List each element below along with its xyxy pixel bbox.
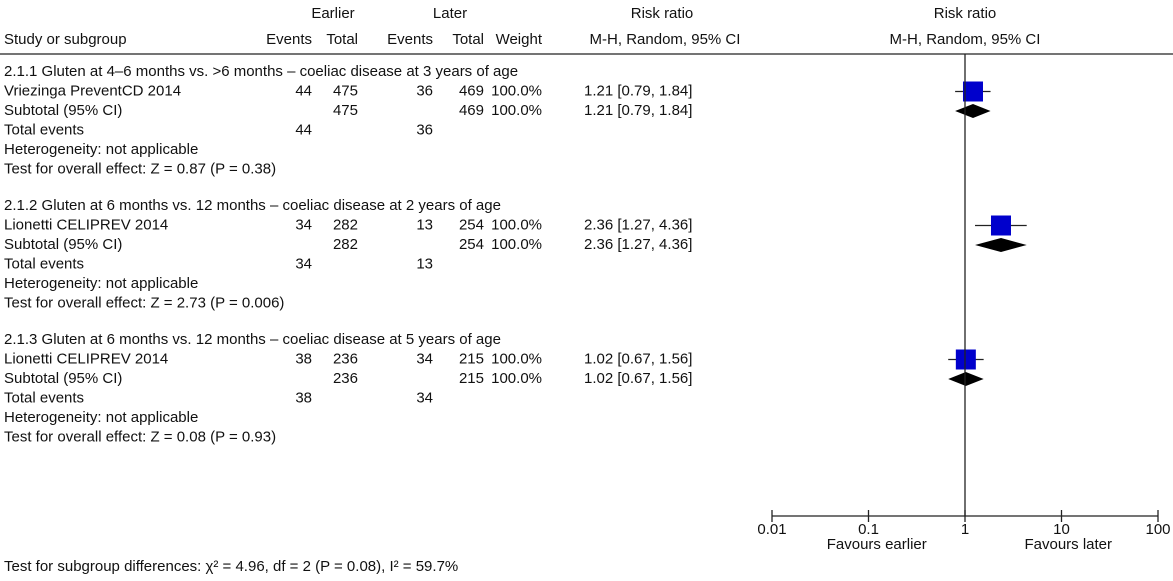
overall-effect: Test for overall effect: Z = 0.87 (P = 0… [4,160,276,177]
heterogeneity: Heterogeneity: not applicable [4,409,198,426]
study-square [955,349,976,370]
column-header: M-H, Random, 95% CI [890,31,1041,48]
total: 254 [459,216,484,233]
ci-label: 1.21 [0.79, 1.84] [584,102,692,119]
subgroup-test: Test for subgroup differences: χ² = 4.96… [4,558,458,575]
heterogeneity: Heterogeneity: not applicable [4,275,198,292]
subgroup-title: 2.1.3 Gluten at 6 months vs. 12 months –… [4,331,501,348]
events: 36 [416,82,433,99]
group-header: Earlier [311,5,354,22]
study-name: Lionetti CELIPREV 2014 [4,350,168,367]
subtotal-name: Subtotal (95% CI) [4,370,122,387]
x-tick-label: 100 [1145,521,1170,538]
study-square [990,215,1011,236]
x-tick-label: 0.01 [757,521,786,538]
weight: 100.0% [491,370,542,387]
events: 44 [295,82,312,99]
events: 44 [295,121,312,138]
weight: 100.0% [491,102,542,119]
events: 13 [416,216,433,233]
favours-label: Favours later [1024,536,1112,553]
total: 282 [333,216,358,233]
total-events: Total events [4,121,84,138]
x-tick-label: 10 [1053,521,1070,538]
total: 254 [459,236,484,253]
events: 34 [416,389,433,406]
subtotal-diamond [975,238,1027,252]
ci-label: 1.02 [0.67, 1.56] [584,350,692,367]
heterogeneity: Heterogeneity: not applicable [4,141,198,158]
weight: 100.0% [491,82,542,99]
subtotal-diamond [955,104,991,118]
x-tick-label: 0.1 [858,521,879,538]
column-header: M-H, Random, 95% CI [590,31,741,48]
total: 282 [333,236,358,253]
events: 34 [295,255,312,272]
total: 469 [459,102,484,119]
events: 13 [416,255,433,272]
overall-effect: Test for overall effect: Z = 0.08 (P = 0… [4,428,276,445]
column-header: Total [326,31,358,48]
overall-effect: Test for overall effect: Z = 2.73 (P = 0… [4,294,284,311]
weight: 100.0% [491,236,542,253]
total: 236 [333,350,358,367]
events: 34 [416,350,433,367]
effect-header: Risk ratio [934,5,997,22]
total: 469 [459,82,484,99]
ci-label: 2.36 [1.27, 4.36] [584,236,692,253]
total-events: Total events [4,255,84,272]
weight: 100.0% [491,350,542,367]
total: 215 [459,370,484,387]
ci-label: 1.21 [0.79, 1.84] [584,82,692,99]
column-header: Study or subgroup [4,31,127,48]
ci-label: 2.36 [1.27, 4.36] [584,216,692,233]
total: 215 [459,350,484,367]
study-name: Lionetti CELIPREV 2014 [4,216,168,233]
subtotal-diamond [948,372,984,386]
total-events: Total events [4,389,84,406]
total: 236 [333,370,358,387]
favours-label: Favours earlier [827,536,927,553]
column-header: Weight [496,31,543,48]
subtotal-name: Subtotal (95% CI) [4,236,122,253]
x-tick-label: 1 [961,521,969,538]
subtotal-name: Subtotal (95% CI) [4,102,122,119]
events: 36 [416,121,433,138]
effect-header: Risk ratio [631,5,694,22]
events: 38 [295,350,312,367]
column-header: Events [266,31,312,48]
total: 475 [333,82,358,99]
events: 38 [295,389,312,406]
events: 34 [295,216,312,233]
column-header: Events [387,31,433,48]
study-square [962,81,983,102]
group-header: Later [433,5,467,22]
study-name: Vriezinga PreventCD 2014 [4,82,181,99]
weight: 100.0% [491,216,542,233]
total: 475 [333,102,358,119]
subgroup-title: 2.1.1 Gluten at 4–6 months vs. >6 months… [4,63,518,80]
subgroup-title: 2.1.2 Gluten at 6 months vs. 12 months –… [4,197,501,214]
column-header: Total [452,31,484,48]
ci-label: 1.02 [0.67, 1.56] [584,370,692,387]
